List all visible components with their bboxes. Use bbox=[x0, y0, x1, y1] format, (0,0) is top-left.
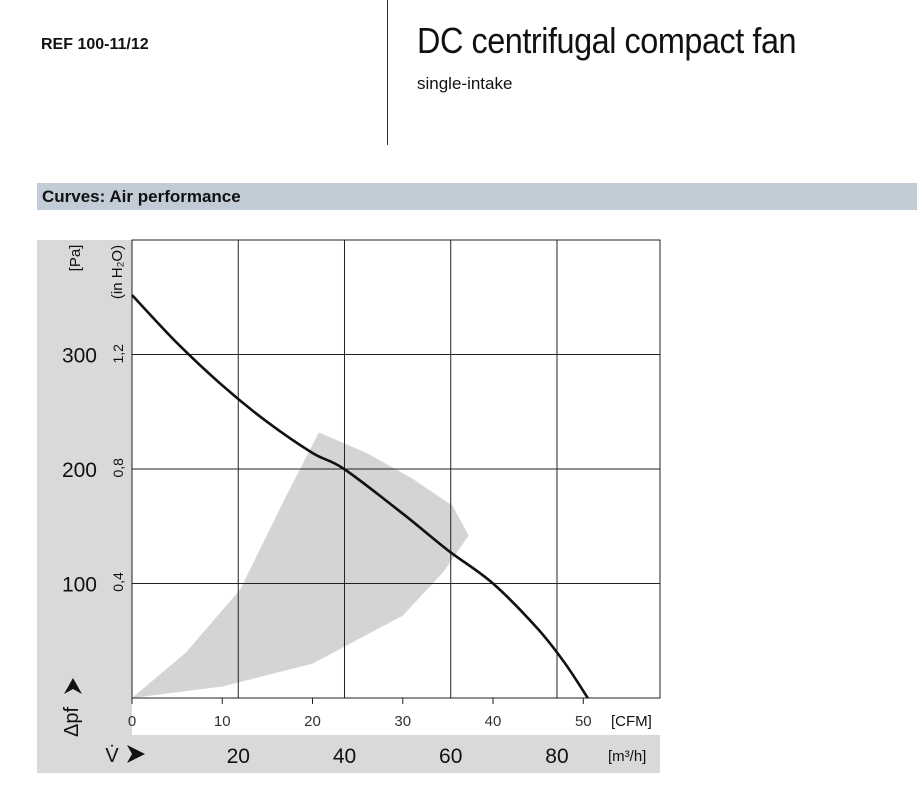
ref-number: REF 100-11/12 bbox=[41, 36, 149, 53]
y2-unit-label: (in H₂O) bbox=[109, 245, 126, 299]
x-cfm-tick-label: 30 bbox=[394, 713, 411, 730]
section-title: Curves: Air performance bbox=[42, 187, 241, 206]
performance-curve bbox=[131, 294, 589, 699]
y2-tick-label: 0,8 bbox=[110, 458, 126, 478]
plot-frame bbox=[131, 239, 661, 699]
x-m3h-tick-label: 60 bbox=[439, 745, 462, 768]
x-cfm-tick-label: 20 bbox=[304, 713, 321, 730]
x-cfm-tick-label: 0 bbox=[128, 713, 136, 730]
y-tick-label: 200 bbox=[62, 459, 97, 482]
x-m3h-tick-label: 20 bbox=[227, 745, 250, 768]
x-cfm-tick-label: 40 bbox=[485, 713, 502, 730]
product-subtitle: single-intake bbox=[417, 74, 513, 93]
x-m3h-tick-label: 40 bbox=[333, 745, 356, 768]
x-cfm-unit-label: [CFM] bbox=[611, 713, 652, 730]
x-cfm-tick-label: 50 bbox=[575, 713, 592, 730]
product-title: DC centrifugal compact fan bbox=[417, 20, 797, 61]
y-tick-label: 300 bbox=[62, 345, 97, 368]
x-symbol-label: V̇ bbox=[105, 745, 119, 767]
y-axis-arrow-icon bbox=[64, 678, 82, 694]
y-unit-label: [Pa] bbox=[67, 245, 84, 272]
header-divider bbox=[387, 0, 388, 145]
x-axis-arrow-icon bbox=[127, 745, 145, 763]
x-cfm-tick-label: 10 bbox=[214, 713, 231, 730]
y-axis-panel bbox=[37, 240, 132, 773]
y-tick-label: 100 bbox=[62, 574, 97, 597]
y-symbol-label: Δpf bbox=[61, 707, 83, 737]
x-m3h-unit-label: [m³/h] bbox=[608, 748, 646, 765]
y2-tick-label: 0,4 bbox=[110, 572, 126, 592]
section-header-bar: Curves: Air performance bbox=[37, 183, 917, 210]
y2-tick-label: 1,2 bbox=[110, 344, 126, 364]
x-m3h-tick-label: 80 bbox=[545, 745, 568, 768]
